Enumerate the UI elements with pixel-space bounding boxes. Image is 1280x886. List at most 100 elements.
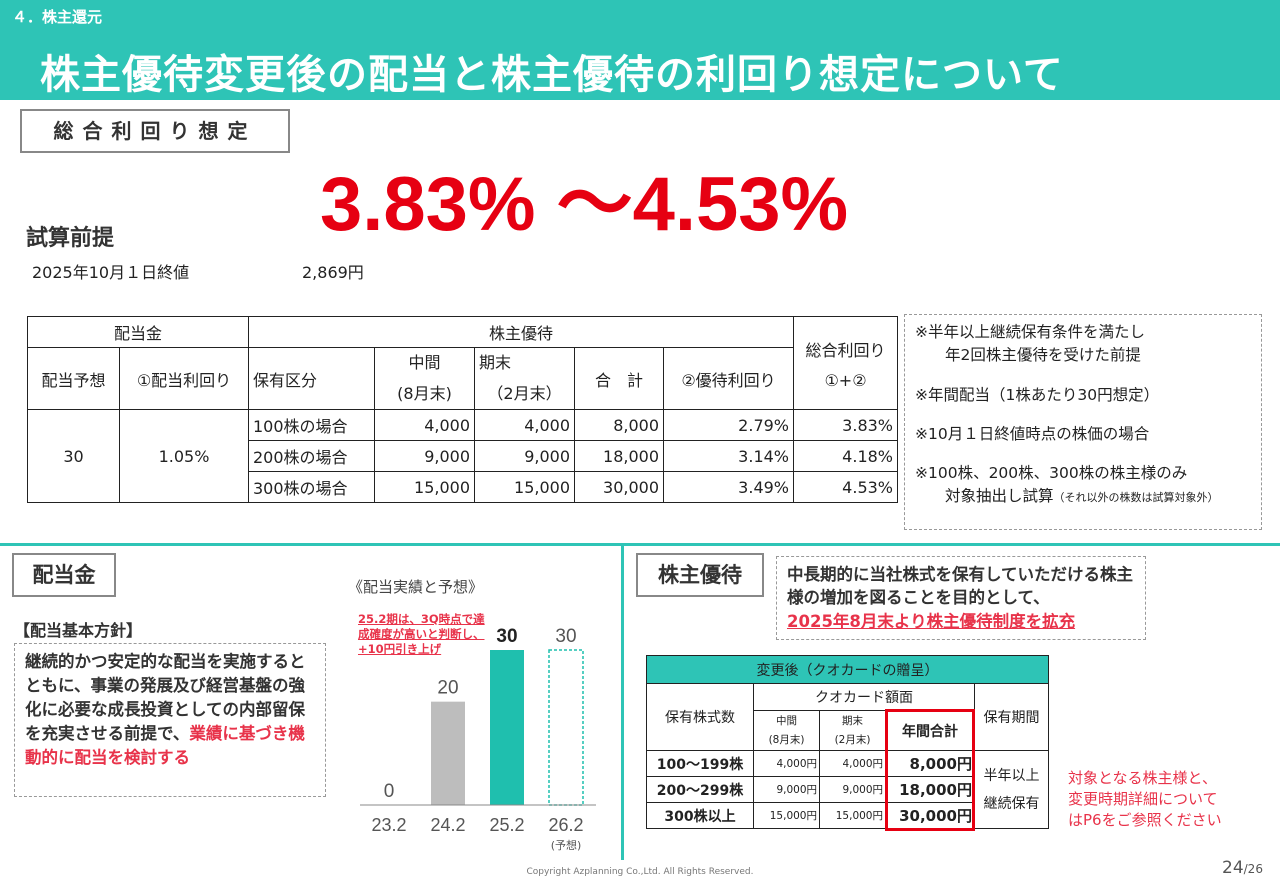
total-yield-value: 3.83% ～4.53%	[320, 162, 849, 247]
note-3: ※10月１日終値時点の株価の場合	[915, 424, 1150, 443]
note-4c: （それ以外の株数は試算対象外）	[1053, 491, 1219, 505]
yt-title: 変更後（クオカードの贈呈）	[646, 655, 1049, 684]
yt-th-interim-l1: 中間	[776, 714, 797, 727]
cell-category: 200株の場合	[248, 440, 375, 472]
note-1b: 年2回株主優待を受けた前提	[945, 346, 1141, 365]
yt-annual: 30,000円	[885, 802, 975, 829]
yt-period-l2: 継続保有	[983, 795, 1040, 812]
th-yutai: 株主優待	[248, 316, 794, 348]
cell-total: 4.18%	[793, 440, 898, 472]
policy-title: 【配当基本方針】	[14, 621, 143, 640]
table-row: 200株の場合 9,000 9,000 18,000 3.14% 4.18%	[28, 440, 898, 472]
bar-label-24.2: 20	[437, 678, 458, 699]
x-tick-23.2: 23.2	[371, 815, 406, 835]
table-row: 30 1.05% 100株の場合 4,000 4,000 8,000 2.79%…	[27, 409, 898, 503]
cell-sum: 8,000	[574, 409, 664, 441]
yt-final: 9,000円	[819, 776, 886, 803]
yt-th-final: 期末 (2月末)	[819, 710, 886, 751]
yt-th-interim-l2: (8月末)	[768, 733, 805, 746]
yt-interim: 15,000円	[753, 802, 820, 829]
copyright: Copyright Azplanning Co.,Ltd. All Rights…	[526, 867, 754, 877]
notes-box: ※半年以上継続保有条件を満たし 年2回株主優待を受けた前提 ※年間配当（1株あた…	[904, 314, 1262, 530]
yt-th-period: 保有期間	[974, 683, 1049, 751]
cell-interim: 15,000	[374, 471, 475, 503]
bar-24.2	[431, 701, 465, 805]
cell-forecast: 30	[27, 409, 120, 503]
th-total-line1: 総合利回り	[805, 340, 886, 360]
policy-box: 継続的かつ安定的な配当を実施するとともに、事業の発展及び経営基盤の強化に必要な成…	[14, 643, 326, 797]
th-interim: 中間 (8月末)	[374, 347, 475, 410]
cell-sum: 30,000	[574, 471, 664, 503]
th-yutai-yield: ②優待利回り	[663, 347, 794, 410]
forecast-label: (予想)	[551, 838, 582, 852]
yt-interim: 4,000円	[753, 750, 820, 777]
cell-final: 15,000	[474, 471, 575, 503]
yt-th-final-l2: (2月末)	[834, 733, 871, 746]
yt-shares: 200～299株	[646, 776, 754, 803]
yutai-table: 変更後（クオカードの贈呈） 保有株式数 クオカード額面 保有期間 中間 (8月末…	[646, 655, 1049, 829]
cell-yutai-yield: 3.14%	[663, 440, 794, 472]
note-4b: 対象抽出し試算	[945, 487, 1054, 506]
th-dividend: 配当金	[27, 316, 249, 348]
policy-text: 継続的かつ安定的な配当を実施するとともに、事業の発展及び経営基盤の強化に必要な成…	[25, 652, 306, 743]
yt-shares: 300株以上	[646, 802, 754, 829]
section-label: ４．株主還元	[12, 8, 103, 26]
yutai-tag: 株主優待	[636, 553, 764, 597]
th-interim-line2: (8月末)	[397, 383, 452, 403]
premise-date: 2025年10月１日終値	[32, 263, 190, 282]
annual-total-highlight	[885, 709, 975, 831]
cell-div-yield: 1.05%	[119, 409, 249, 503]
yield-table: 配当金 株主優待 総合利回り ①+② 配当予想 ①配当利回り 保有区分 中間 (…	[27, 316, 898, 503]
yt-interim: 9,000円	[753, 776, 820, 803]
premise-price: 2,869円	[302, 263, 364, 282]
th-total-line2: ①+②	[824, 371, 867, 390]
yt-th-interim: 中間 (8月末)	[753, 710, 820, 751]
table-row: 100～199株 4,000円 4,000円 8,000円 半年以上 継続保有	[646, 750, 1049, 829]
th-final-line1: 期末	[479, 353, 512, 373]
x-tick-25.2: 25.2	[489, 815, 524, 835]
header-bar: ４．株主還元 株主優待変更後の配当と株主優待の利回り想定について	[0, 0, 1280, 100]
yt-th-shares: 保有株式数	[646, 683, 754, 751]
yt-ref-1: 対象となる株主様と、	[1068, 769, 1217, 787]
th-final: 期末 （2月末）	[474, 347, 575, 410]
horizontal-divider	[0, 543, 1280, 546]
chart-note: 25.2期は、3Q時点で達成確度が高いと判断し、+10円引き上げ	[358, 612, 485, 656]
th-div-yield: ①配当利回り	[119, 347, 249, 410]
cell-sum: 18,000	[574, 440, 664, 472]
th-total-yield: 総合利回り ①+②	[793, 316, 898, 410]
cell-category: 100株の場合	[248, 409, 375, 441]
note-4b-line: 対象抽出し試算（それ以外の株数は試算対象外）	[915, 485, 1261, 508]
cell-interim: 4,000	[374, 409, 475, 441]
cell-category: 300株の場合	[248, 471, 375, 503]
yutai-desc-red: 2025年8月末より株主優待制度を拡充	[787, 611, 1076, 631]
yt-final: 4,000円	[819, 750, 886, 777]
policy-red-text: 業績に基づき機動的に配当を検討する	[25, 723, 305, 767]
cell-final: 4,000	[474, 409, 575, 441]
cell-yutai-yield: 3.49%	[663, 471, 794, 503]
note-2: ※年間配当（1株あたり30円想定）	[915, 385, 1160, 404]
bar-26.2	[548, 649, 584, 806]
cell-yutai-yield: 2.79%	[663, 409, 794, 441]
yt-period-cell: 半年以上 継続保有	[974, 750, 1049, 829]
premise-title: 試算前提	[26, 226, 115, 251]
page-current: 24	[1222, 858, 1244, 878]
cell-final: 9,000	[474, 440, 575, 472]
x-tick-24.2: 24.2	[430, 815, 465, 835]
yt-ref-3: はP6をご参照ください	[1068, 811, 1222, 829]
th-forecast: 配当予想	[27, 347, 120, 410]
bar-label-26.2: 30	[555, 626, 576, 647]
page-number: 24/26	[1222, 858, 1263, 878]
yt-period-l1: 半年以上	[983, 767, 1040, 784]
dividend-chart: 0 23.2 20 24.2 30 25.2 30 26.2 (予想)	[360, 626, 596, 852]
note-4a: ※100株、200株、300株の株主様のみ	[915, 464, 1188, 482]
bar-25.2	[490, 650, 524, 805]
yt-shares: 100～199株	[646, 750, 754, 777]
page-total: /26	[1243, 862, 1263, 876]
th-sum: 合 計	[574, 347, 664, 410]
yt-final: 15,000円	[819, 802, 886, 829]
dividend-tag: 配当金	[12, 553, 116, 597]
yt-ref-2: 変更時期詳細について	[1068, 790, 1218, 808]
chart-title: 《配当実績と予想》	[348, 578, 484, 596]
yutai-desc-text: 中長期的に当社株式を保有していただける株主様の増加を図ることを目的として、	[787, 565, 1134, 608]
th-category: 保有区分	[248, 347, 375, 410]
